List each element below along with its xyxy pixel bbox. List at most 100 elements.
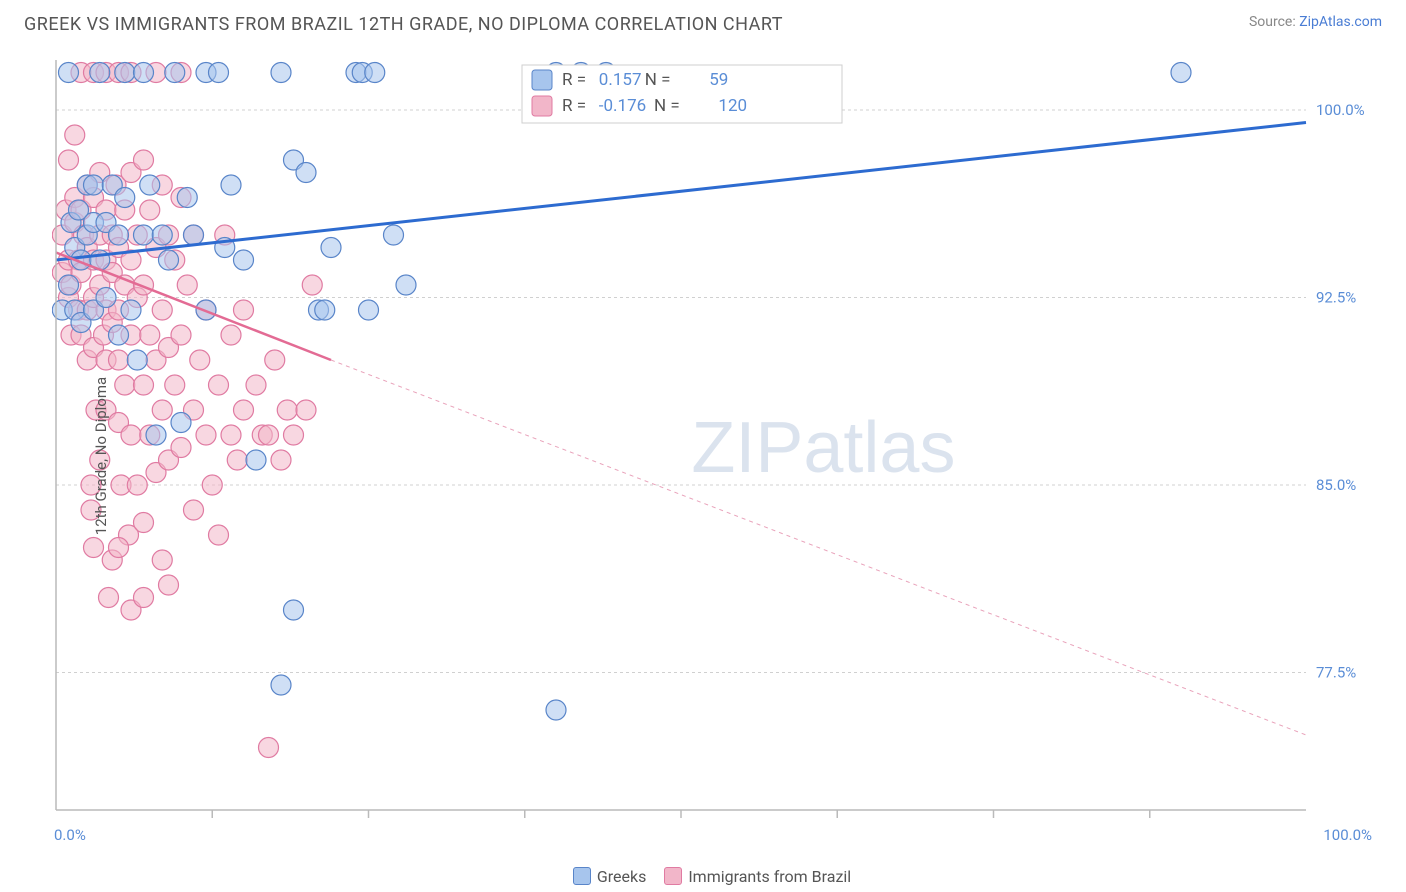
data-point <box>259 425 279 445</box>
data-point <box>109 225 129 245</box>
source-label: Source: ZipAtlas.com <box>1249 14 1382 30</box>
data-point <box>134 150 154 170</box>
data-point <box>134 513 154 533</box>
data-point <box>84 538 104 558</box>
svg-text:0.157: 0.157 <box>599 70 642 90</box>
data-point <box>171 325 191 345</box>
source-link[interactable]: ZipAtlas.com <box>1299 14 1382 30</box>
data-point <box>202 475 222 495</box>
data-point <box>134 375 154 395</box>
data-point <box>165 375 185 395</box>
data-point <box>209 375 229 395</box>
data-point <box>271 675 291 695</box>
data-point <box>184 225 204 245</box>
data-point <box>152 225 172 245</box>
svg-text:-0.176: -0.176 <box>599 96 646 116</box>
legend-swatch <box>573 867 591 885</box>
data-point <box>315 300 335 320</box>
data-point <box>209 525 229 545</box>
data-point <box>109 325 129 345</box>
data-point <box>296 400 316 420</box>
data-point <box>115 188 135 208</box>
data-point <box>59 275 79 295</box>
data-point <box>209 63 229 83</box>
data-point <box>159 250 179 270</box>
data-point <box>109 350 129 370</box>
data-point <box>159 575 179 595</box>
data-point <box>221 325 241 345</box>
data-point <box>546 700 566 720</box>
scatter-chart: 77.5% 85.0% 92.5% 100.0% ZIPatlas 0.0% 100.0% R… <box>52 60 1384 852</box>
data-point <box>165 63 185 83</box>
data-point <box>152 550 172 570</box>
data-point <box>99 588 119 608</box>
svg-text:59: 59 <box>709 70 728 90</box>
y-tick-label: 92.5% <box>1316 289 1356 307</box>
data-point <box>302 275 322 295</box>
data-point <box>234 250 254 270</box>
data-point <box>284 600 304 620</box>
data-point <box>384 225 404 245</box>
x-max-label: 100.0% <box>1323 826 1372 844</box>
x-min-label: 0.0% <box>54 826 86 844</box>
data-point <box>221 425 241 445</box>
data-point <box>221 175 241 195</box>
data-point <box>259 738 279 758</box>
data-point <box>134 588 154 608</box>
svg-text:N =: N = <box>645 70 671 90</box>
data-point <box>134 225 154 245</box>
data-point <box>171 413 191 433</box>
data-point <box>140 325 160 345</box>
svg-text:R =: R = <box>562 70 586 90</box>
data-point <box>227 450 247 470</box>
data-point <box>171 438 191 458</box>
data-point <box>59 63 79 83</box>
data-point <box>396 275 416 295</box>
y-tick-label: 77.5% <box>1316 664 1356 682</box>
svg-text:N =: N = <box>654 96 680 116</box>
data-point <box>84 175 104 195</box>
data-point <box>177 275 197 295</box>
data-point <box>121 425 141 445</box>
data-point <box>140 175 160 195</box>
data-point <box>134 63 154 83</box>
svg-text:ZIPatlas: ZIPatlas <box>691 408 955 488</box>
data-point <box>1171 63 1191 83</box>
data-point <box>196 425 216 445</box>
legend-label: Greeks <box>597 867 647 886</box>
y-tick-label: 100.0% <box>1316 101 1365 119</box>
data-point <box>59 150 79 170</box>
data-point <box>246 450 266 470</box>
data-point <box>359 300 379 320</box>
data-point <box>296 163 316 183</box>
data-point <box>115 63 135 83</box>
data-point <box>109 538 129 558</box>
data-point <box>190 350 210 370</box>
svg-text:120: 120 <box>718 96 747 116</box>
data-point <box>246 375 266 395</box>
data-point <box>152 300 172 320</box>
data-point <box>271 63 291 83</box>
data-point <box>234 300 254 320</box>
data-point <box>65 125 85 145</box>
data-point <box>184 500 204 520</box>
chart-title: GREEK VS IMMIGRANTS FROM BRAZIL 12TH GRA… <box>24 14 783 35</box>
data-point <box>365 63 385 83</box>
data-point <box>265 350 285 370</box>
data-point <box>271 450 291 470</box>
data-point <box>152 400 172 420</box>
legend-label: Immigrants from Brazil <box>688 867 851 886</box>
data-point <box>127 350 147 370</box>
data-point <box>96 288 116 308</box>
data-point <box>177 188 197 208</box>
data-point <box>127 475 147 495</box>
data-point <box>277 400 297 420</box>
data-point <box>121 300 141 320</box>
data-point <box>321 238 341 258</box>
chart-area: 12th Grade, No Diploma 77.5% 85.0% 92.5% 10… <box>52 60 1384 852</box>
data-point <box>146 425 166 445</box>
y-tick-label: 85.0% <box>1316 476 1356 494</box>
data-point <box>90 63 110 83</box>
data-point <box>284 425 304 445</box>
y-axis-label: 12th Grade, No Diploma <box>92 377 110 535</box>
